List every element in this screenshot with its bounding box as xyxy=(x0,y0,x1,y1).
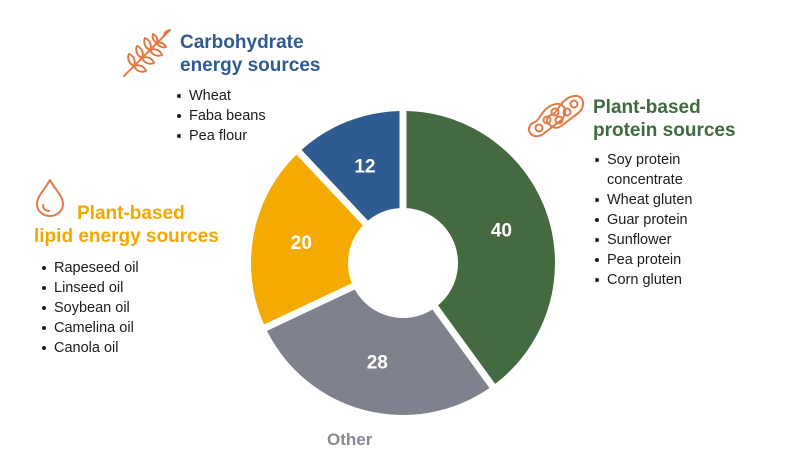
carbohydrate-items: Wheat Faba beans Pea flour xyxy=(176,86,320,146)
protein-item: Corn gluten xyxy=(594,270,712,290)
carbohydrate-title: Carbohydrate energy sources xyxy=(180,31,320,77)
carbohydrate-item: Pea flour xyxy=(176,126,320,146)
slice-value-label: 40 xyxy=(491,221,512,242)
protein-title-line1: Plant-based xyxy=(593,97,701,118)
lipid-item: Rapeseed oil xyxy=(41,258,219,278)
protein-item: Wheat gluten xyxy=(594,190,712,210)
lipid-items: Rapeseed oil Linseed oil Soybean oil Cameli… xyxy=(41,258,219,358)
donut-slice xyxy=(251,154,363,325)
oil-drop-icon xyxy=(36,179,64,217)
protein-title-line2: protein sources xyxy=(593,120,736,141)
lipid-item: Soybean oil xyxy=(41,298,219,318)
protein-item: Sunflower xyxy=(594,230,712,250)
carbohydrate-item: Faba beans xyxy=(176,106,320,126)
lipid-item: Camelina oil xyxy=(41,318,219,338)
donut-slice xyxy=(301,111,400,221)
carbohydrate-group: Carbohydrate energy sources Wheat Faba be… xyxy=(120,28,320,146)
slice-value-label: 12 xyxy=(354,156,375,177)
lipid-title-line2: lipid energy sources xyxy=(34,226,219,247)
wheat-icon xyxy=(123,29,171,77)
lipid-item: Linseed oil xyxy=(41,278,219,298)
carbohydrate-item: Wheat xyxy=(176,86,320,106)
lipid-title: Plant-based lipid energy sources xyxy=(34,178,219,248)
lipid-title-line1: Plant-based xyxy=(77,203,185,224)
other-label: Other xyxy=(327,430,373,449)
slice-value-label: 28 xyxy=(367,353,388,374)
donut-slice xyxy=(406,111,555,384)
protein-items: Soy protein concentrate Wheat gluten Guar … xyxy=(594,150,712,290)
protein-title: Plant-based protein sources xyxy=(593,96,736,142)
protein-item: Pea protein xyxy=(594,250,712,270)
lipid-item: Canola oil xyxy=(41,338,219,358)
slice-value-label: 20 xyxy=(291,233,312,254)
protein-group: Plant-based protein sources Soy protein … xyxy=(527,94,736,290)
protein-item: Guar protein xyxy=(594,210,712,230)
carbohydrate-title-line1: Carbohydrate xyxy=(180,32,304,53)
protein-item: Soy protein concentrate xyxy=(594,150,712,190)
donut-slice xyxy=(266,289,490,415)
lipid-group: Plant-based lipid energy sources Rapesee… xyxy=(34,178,219,358)
carbohydrate-title-line2: energy sources xyxy=(180,55,321,76)
beans-icon xyxy=(527,94,585,138)
